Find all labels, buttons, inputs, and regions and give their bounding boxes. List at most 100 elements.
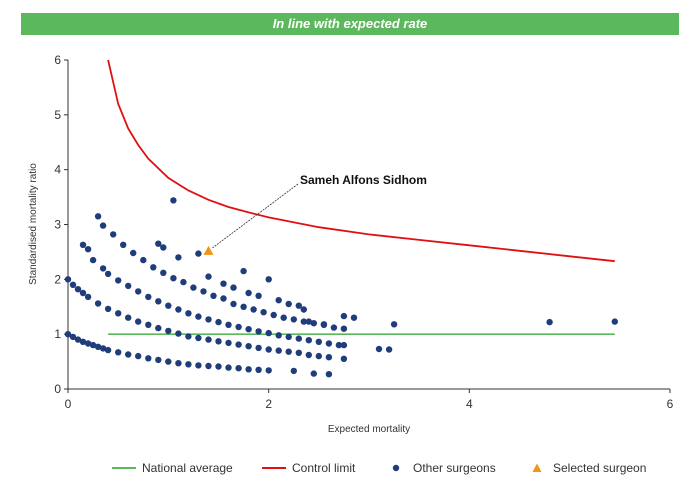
other-surgeon-point <box>245 326 252 333</box>
other-surgeon-point <box>195 362 202 369</box>
other-surgeon-point <box>285 348 292 355</box>
other-surgeon-point <box>190 284 197 291</box>
other-surgeon-point <box>205 362 212 370</box>
other-surgeon-point <box>315 338 322 345</box>
other-surgeon-point <box>265 276 272 283</box>
other-surgeon-point <box>310 320 317 327</box>
other-surgeon-point <box>175 306 182 313</box>
other-surgeon-point <box>205 316 212 323</box>
other-surgeon-point <box>195 313 202 320</box>
other-surgeon-point <box>185 310 192 317</box>
legend-other-surgeons-marker <box>392 464 400 472</box>
other-surgeon-point <box>160 269 167 276</box>
legend-national-average-label: National average <box>142 461 233 475</box>
other-surgeon-point <box>390 321 398 328</box>
other-surgeon-point <box>125 282 132 290</box>
other-surgeon-point <box>165 327 172 335</box>
y-tick-label: 0 <box>54 382 61 396</box>
other-surgeon-point <box>260 309 267 316</box>
other-surgeon-point <box>611 318 618 325</box>
control-limit-line <box>107 59 615 263</box>
other-surgeon-point <box>165 302 172 309</box>
other-surgeon-point <box>64 331 72 338</box>
other-surgeon-point <box>195 334 202 342</box>
other-surgeon-point <box>74 286 82 293</box>
other-surgeon-point <box>215 318 222 326</box>
other-surgeon-point <box>125 351 132 358</box>
other-surgeon-point <box>84 246 92 253</box>
other-surgeon-point <box>235 323 242 331</box>
plot-area: Sameh Alfons Sidhom <box>64 59 618 378</box>
other-surgeon-point <box>115 277 122 284</box>
other-surgeon-point <box>120 241 127 248</box>
other-surgeon-point <box>225 364 232 371</box>
other-surgeon-point <box>245 343 252 350</box>
x-tick-label: 4 <box>466 397 473 411</box>
other-surgeon-point <box>240 267 247 275</box>
other-surgeon-point <box>104 270 112 278</box>
other-surgeon-point <box>245 366 252 373</box>
other-surgeon-point <box>79 338 87 345</box>
other-surgeon-point <box>99 265 107 272</box>
other-surgeon-point <box>84 293 92 301</box>
other-surgeon-point <box>94 300 102 307</box>
other-surgeon-point <box>230 284 237 291</box>
other-surgeon-point <box>215 363 222 370</box>
legend-selected-surgeon-label: Selected surgeon <box>553 461 646 475</box>
other-surgeon-point <box>245 289 252 297</box>
y-tick-label: 6 <box>54 53 61 67</box>
y-tick-label: 5 <box>54 108 61 122</box>
other-surgeon-point <box>265 346 272 353</box>
other-surgeon-point <box>255 328 262 335</box>
other-surgeon-point <box>230 300 237 308</box>
legend-control-limit-label: Control limit <box>292 461 356 475</box>
other-surgeon-point <box>135 288 142 295</box>
other-surgeon-point <box>145 355 152 362</box>
legend: National average Control limit Other sur… <box>112 461 646 475</box>
other-surgeon-point <box>145 293 152 301</box>
selected-surgeon-label: Sameh Alfons Sidhom <box>300 173 427 187</box>
other-surgeon-point <box>325 340 333 347</box>
other-surgeon-point <box>89 341 97 349</box>
other-surgeon-point <box>155 324 162 332</box>
other-surgeon-point <box>330 324 338 331</box>
y-tick-label: 1 <box>54 327 61 341</box>
other-surgeon-point <box>74 336 82 343</box>
other-surgeon-point <box>295 349 302 356</box>
other-surgeon-point <box>94 213 102 220</box>
other-surgeon-point <box>305 318 312 325</box>
other-surgeon-point <box>205 273 212 280</box>
other-surgeon-point <box>145 321 152 328</box>
other-surgeon-point <box>295 335 302 342</box>
other-surgeon-point <box>295 302 302 309</box>
other-surgeon-point <box>205 336 212 343</box>
other-surgeon-point <box>315 352 322 360</box>
other-surgeon-point <box>325 371 333 378</box>
other-surgeon-point <box>89 256 97 264</box>
other-surgeon-point <box>280 314 287 321</box>
other-surgeon-point <box>220 295 227 302</box>
selected-surgeon-leader-line <box>212 183 299 249</box>
other-surgeon-point <box>275 332 282 339</box>
other-surgeon-point <box>265 329 272 337</box>
other-surgeon-point <box>64 276 72 283</box>
other-surgeon-point <box>160 244 167 251</box>
x-tick-label: 6 <box>667 397 674 411</box>
other-surgeon-point <box>175 360 182 367</box>
other-surgeon-point <box>155 298 162 305</box>
other-surgeon-point <box>275 297 282 304</box>
other-surgeon-point <box>135 352 142 360</box>
other-surgeon-point <box>175 330 182 337</box>
other-surgeon-point <box>110 231 117 238</box>
other-surgeon-point <box>99 222 107 229</box>
legend-other-surgeons-label: Other surgeons <box>413 461 496 475</box>
other-surgeon-point <box>275 347 282 354</box>
other-surgeon-point <box>225 339 232 347</box>
other-surgeon-point <box>546 318 553 326</box>
other-surgeon-point <box>285 300 292 308</box>
other-surgeon-point <box>155 240 162 247</box>
other-surgeon-point <box>235 341 242 348</box>
other-surgeon-point <box>340 341 348 349</box>
x-tick-label: 2 <box>265 397 272 411</box>
